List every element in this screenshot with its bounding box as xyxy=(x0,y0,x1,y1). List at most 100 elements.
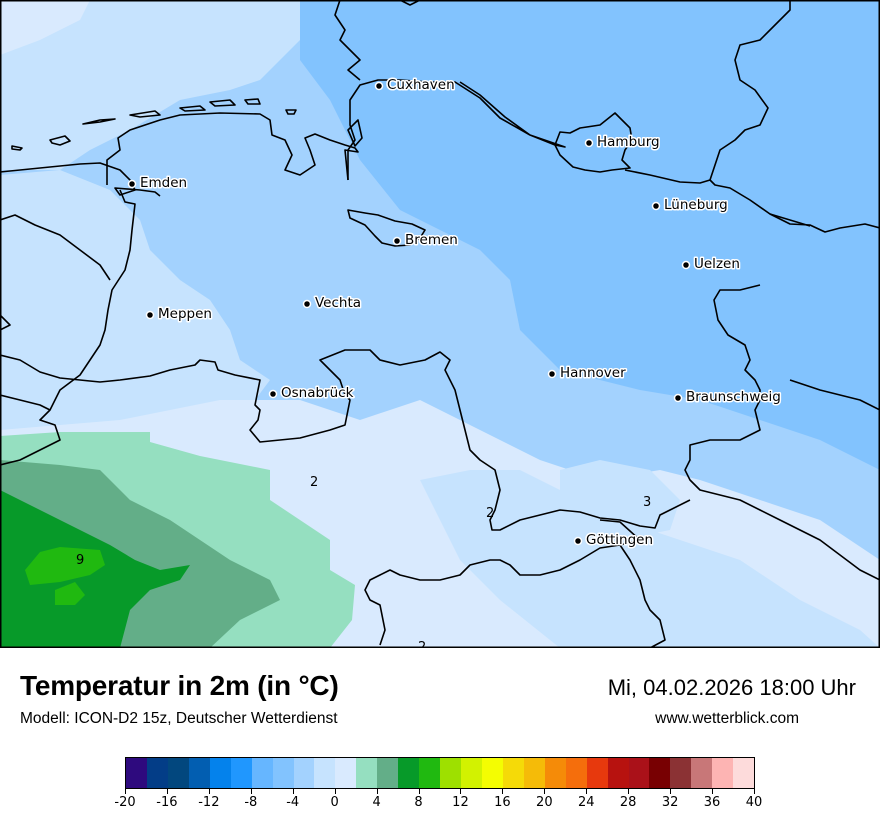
colorbar-tick-label: 24 xyxy=(577,795,595,810)
colorbar-segment xyxy=(565,758,587,788)
colorbar-segment xyxy=(230,758,252,788)
colorbar-tick-label: -8 xyxy=(244,795,258,810)
colorbar-tick xyxy=(712,789,714,794)
colorbar-segment xyxy=(126,758,147,788)
colorbar-tick-label: -4 xyxy=(286,795,300,810)
colorbar-segment xyxy=(167,758,189,788)
colorbar-segment xyxy=(209,758,231,788)
colorbar-tick xyxy=(250,789,252,794)
colorbar-segment xyxy=(314,758,336,788)
cold-region-northeast xyxy=(300,0,880,470)
colorbar-ticks: -20 -16 -12 -8 -4 0 4 8 12 16 20 24 28 32 36 40 xyxy=(114,789,762,819)
colorbar-segment xyxy=(544,758,566,788)
city-label: Hamburg xyxy=(597,134,660,150)
contour-label: 2 xyxy=(418,640,426,648)
colorbar-segment xyxy=(691,758,713,788)
colorbar-segment xyxy=(356,758,378,788)
city-dot-icon xyxy=(681,260,691,270)
city-dot-icon xyxy=(302,299,312,309)
city-markers: Cuxhaven Hamburg Emden Lüneburg Bremen U… xyxy=(127,76,782,550)
city-dot-icon xyxy=(651,201,661,211)
colorbar-tick-label: 40 xyxy=(745,795,763,810)
colorbar-segment xyxy=(628,758,650,788)
colorbar-tick xyxy=(628,789,630,794)
colorbar-segment xyxy=(502,758,524,788)
colorbar-segment xyxy=(251,758,273,788)
colorbar-tick-label: 32 xyxy=(661,795,679,810)
city-meppen: Meppen xyxy=(145,305,213,324)
city-hannover: Hannover xyxy=(547,364,628,383)
colorbar-tick-label: 20 xyxy=(536,795,553,810)
city-label: Hannover xyxy=(560,365,626,381)
city-vechta: Vechta xyxy=(302,294,363,313)
city-hamburg: Hamburg xyxy=(584,133,661,152)
city-label: Emden xyxy=(140,175,187,191)
colorbar-tick-label: 12 xyxy=(452,795,469,810)
city-dot-icon xyxy=(547,369,557,379)
colorbar-segment xyxy=(440,758,461,788)
colorbar-tick xyxy=(418,789,420,794)
colorbar-tick-label: 4 xyxy=(372,795,381,810)
colorbar-segment xyxy=(377,758,399,788)
colorbar-tick-label: 16 xyxy=(494,795,511,810)
city-dot-icon xyxy=(374,81,384,91)
city-goettingen: Göttingen xyxy=(573,531,655,550)
city-dot-icon xyxy=(145,310,155,320)
contour-labels: 2 2 3 9 2 xyxy=(76,475,651,648)
city-lueneburg: Lüneburg xyxy=(651,196,729,215)
city-label: Vechta xyxy=(315,295,361,311)
colorbar-segment xyxy=(146,758,168,788)
colorbar-segment xyxy=(398,758,420,788)
colorbar-tick xyxy=(208,789,210,794)
city-osnabrueck: Osnabrück xyxy=(268,384,355,403)
colorbar-tick-label: -16 xyxy=(156,795,178,810)
colorbar-tick xyxy=(376,789,378,794)
colorbar-tick xyxy=(670,789,672,794)
city-uelzen: Uelzen xyxy=(681,255,741,274)
map-canvas: 2 2 3 9 2 Cuxhaven Hamburg Emden Lünebur… xyxy=(0,0,880,648)
colorbar-tick xyxy=(292,789,294,794)
city-label: Lüneburg xyxy=(664,197,728,213)
model-subtitle: Modell: ICON-D2 15z, Deutscher Wetterdie… xyxy=(20,710,338,727)
colorbar-segment xyxy=(272,758,294,788)
colorbar-tick xyxy=(334,789,336,794)
city-braunschweig: Braunschweig xyxy=(673,388,782,407)
city-label: Bremen xyxy=(405,232,458,248)
city-dot-icon xyxy=(268,389,278,399)
colorbar-segment xyxy=(607,758,629,788)
colorbar-tick-label: -12 xyxy=(198,795,220,810)
colorbar-tick xyxy=(754,789,755,794)
coastlines xyxy=(0,0,880,648)
colorbar-segment xyxy=(481,758,503,788)
colorbar-segment xyxy=(461,758,482,788)
contour-label: 2 xyxy=(310,475,318,490)
mild-region-northwest xyxy=(0,0,300,170)
colorbar-tick xyxy=(502,789,504,794)
colorbar-tick-label: 36 xyxy=(703,795,721,810)
page-title: Temperatur in 2m (in °C) xyxy=(20,670,339,701)
colorbar-tick-label: 8 xyxy=(414,795,423,810)
website-credit: www.wetterblick.com xyxy=(655,710,799,727)
city-cuxhaven: Cuxhaven xyxy=(374,76,456,95)
colorbar-tick xyxy=(586,789,588,794)
colorbar-tick-label: 28 xyxy=(619,795,637,810)
city-dot-icon xyxy=(584,138,594,148)
colorbar-segment xyxy=(649,758,671,788)
city-label: Uelzen xyxy=(694,256,740,272)
warm-band-south-2 xyxy=(420,470,880,648)
colorbar-segment xyxy=(335,758,357,788)
valid-datetime: Mi, 04.02.2026 18:00 Uhr xyxy=(607,675,856,700)
colorbar-segment xyxy=(733,758,755,788)
mild-region-west xyxy=(0,170,270,440)
city-label: Cuxhaven xyxy=(387,77,455,93)
city-label: Meppen xyxy=(158,306,212,322)
colorbar-segment xyxy=(523,758,545,788)
colorbar xyxy=(125,757,755,789)
mild-region-sea-edge xyxy=(0,0,90,55)
city-emden: Emden xyxy=(127,174,189,193)
city-bremen: Bremen xyxy=(392,231,459,250)
city-label: Braunschweig xyxy=(686,389,781,405)
colorbar-segment xyxy=(712,758,734,788)
colorbar-segment xyxy=(670,758,692,788)
city-label: Göttingen xyxy=(586,532,653,548)
